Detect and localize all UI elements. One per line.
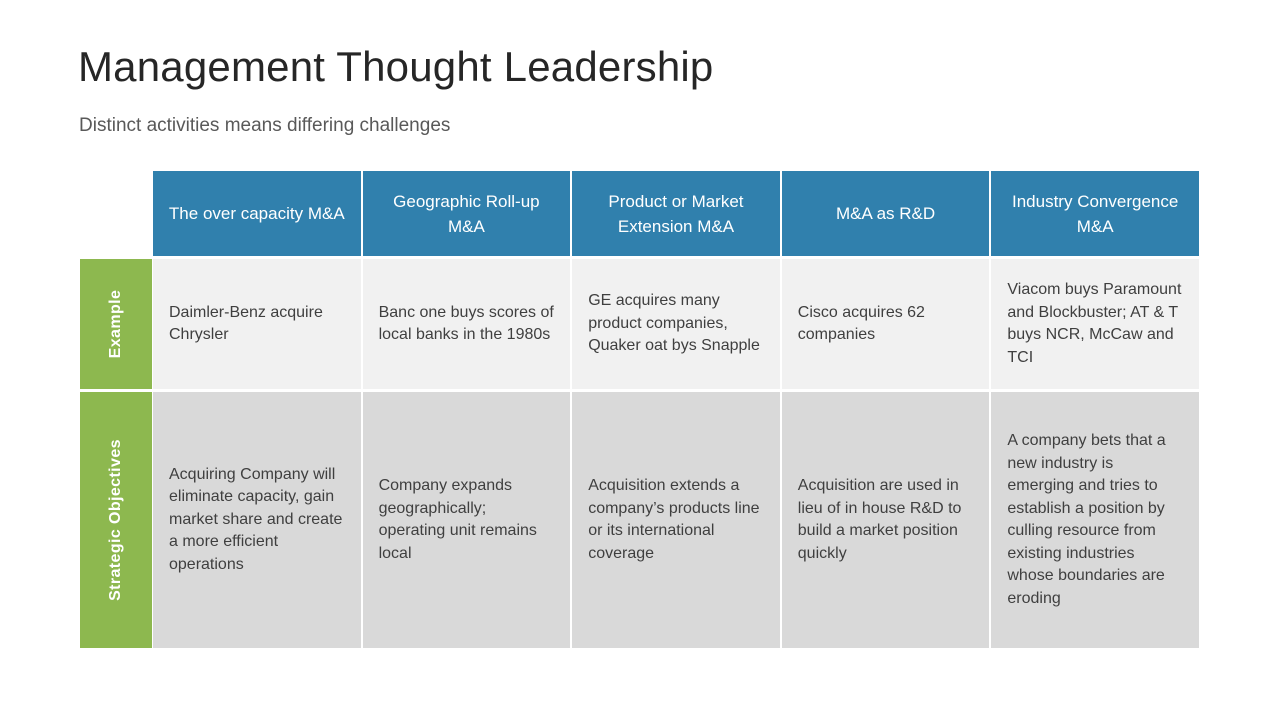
cell-text: Acquiring Company will eliminate capacit… <box>169 465 343 573</box>
cell-text: Company expands geographically; operatin… <box>378 477 537 562</box>
table-cell-objectives-geographic-rollup: Company expands geographically; operatin… <box>362 392 571 648</box>
table-cell-objectives-over-capacity: Acquiring Company will eliminate capacit… <box>153 392 361 648</box>
table-cell-example-geographic-rollup: Banc one buys scores of local banks in t… <box>362 259 571 389</box>
table-cell-objectives-ma-as-rd: Acquisition are used in lieu of in house… <box>781 392 990 648</box>
cell-text: Viacom buys Paramount and Blockbuster; A… <box>1007 281 1182 366</box>
row-label-strategic-objectives: Strategic Objectives <box>80 392 152 648</box>
table-cell-objectives-product-market-extension: Acquisition extends a company’s products… <box>572 392 780 648</box>
row-label-example: Example <box>80 259 152 389</box>
column-header-over-capacity: The over capacity M&A <box>153 171 361 256</box>
column-header-ma-as-rd: M&A as R&D <box>781 171 990 256</box>
table-cell-example-product-market-extension: GE acquires many product companies, Quak… <box>572 259 780 389</box>
table-cell-example-ma-as-rd: Cisco acquires 62 companies <box>781 259 990 389</box>
cell-text: Cisco acquires 62 companies <box>797 303 925 344</box>
table-cell-example-industry-convergence: Viacom buys Paramount and Blockbuster; A… <box>991 259 1199 389</box>
cell-text: Acquisition extends a company’s products… <box>588 477 760 562</box>
cell-text: A company bets that a new industry is em… <box>1007 432 1166 607</box>
row-label-strategic-objectives-text: Strategic Objectives <box>107 439 124 601</box>
table-header-row: The over capacity M&A Geographic Roll-up… <box>80 171 1199 256</box>
table-cell-example-over-capacity: Daimler-Benz acquire Chrysler <box>153 259 361 389</box>
column-header-product-market-extension: Product or Market Extension M&A <box>572 171 780 256</box>
cell-text: GE acquires many product companies, Quak… <box>588 292 760 355</box>
row-label-spacer <box>80 171 152 256</box>
row-label-example-text: Example <box>107 289 124 359</box>
table-row: Strategic Objectives Acquiring Company w… <box>80 392 1199 648</box>
cell-text: Daimler-Benz acquire Chrysler <box>169 303 323 344</box>
page-title: Management Thought Leadership <box>78 43 714 90</box>
table-cell-objectives-industry-convergence: A company bets that a new industry is em… <box>991 392 1199 648</box>
column-header-geographic-rollup: Geographic Roll-up M&A <box>362 171 571 256</box>
cell-text: Banc one buys scores of local banks in t… <box>378 303 554 344</box>
comparison-table: The over capacity M&A Geographic Roll-up… <box>80 171 1199 648</box>
page-subtitle: Distinct activities means differing chal… <box>79 115 451 136</box>
cell-text: Acquisition are used in lieu of in house… <box>797 477 962 562</box>
column-header-industry-convergence: Industry Convergence M&A <box>991 171 1199 256</box>
table-row: Example Daimler-Benz acquire Chrysler Ba… <box>80 259 1199 389</box>
